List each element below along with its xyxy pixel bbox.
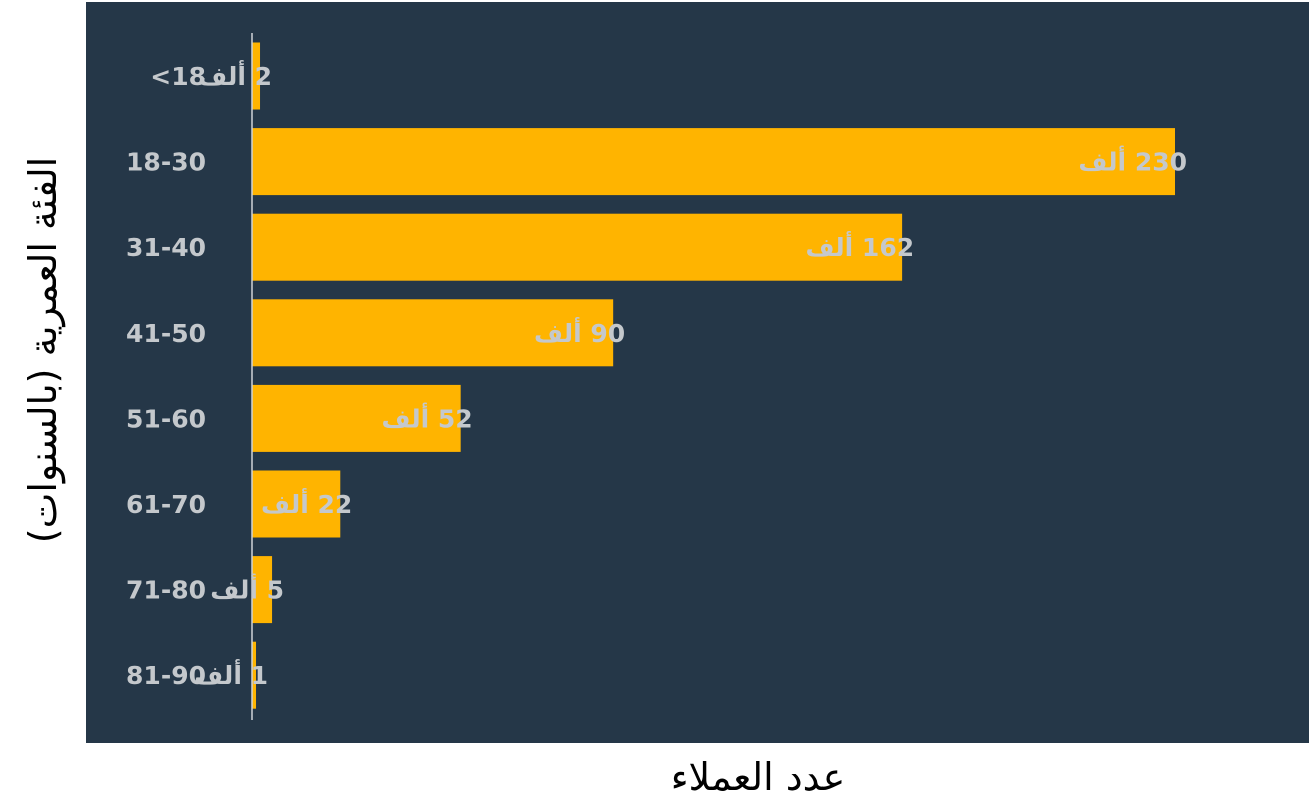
data-label: 22 ألف bbox=[261, 488, 352, 519]
data-label: 5 ألف bbox=[210, 574, 284, 605]
data-label: 162 ألف bbox=[805, 231, 914, 262]
plot-background bbox=[86, 2, 1309, 743]
y-tick-label: 71-80 bbox=[126, 576, 206, 605]
y-tick-label: 31-40 bbox=[126, 233, 206, 262]
data-label: 52 ألف bbox=[381, 402, 472, 433]
bar-2 bbox=[252, 128, 1175, 195]
y-tick-label: 41-50 bbox=[126, 319, 206, 348]
y-tick-label: 18-30 bbox=[126, 148, 206, 177]
y-axis-title: الفئة العمرية (بالسنوات) bbox=[21, 157, 66, 543]
y-tick-label: 51-60 bbox=[126, 404, 206, 433]
x-axis-title: عدد العملاء bbox=[671, 755, 846, 799]
data-label: 90 ألف bbox=[534, 317, 625, 348]
y-tick-label: 61-70 bbox=[126, 490, 206, 519]
data-label: 230 ألف bbox=[1078, 146, 1187, 177]
data-label: 1 ألف bbox=[194, 659, 268, 690]
data-label: 2 ألف bbox=[198, 60, 272, 91]
